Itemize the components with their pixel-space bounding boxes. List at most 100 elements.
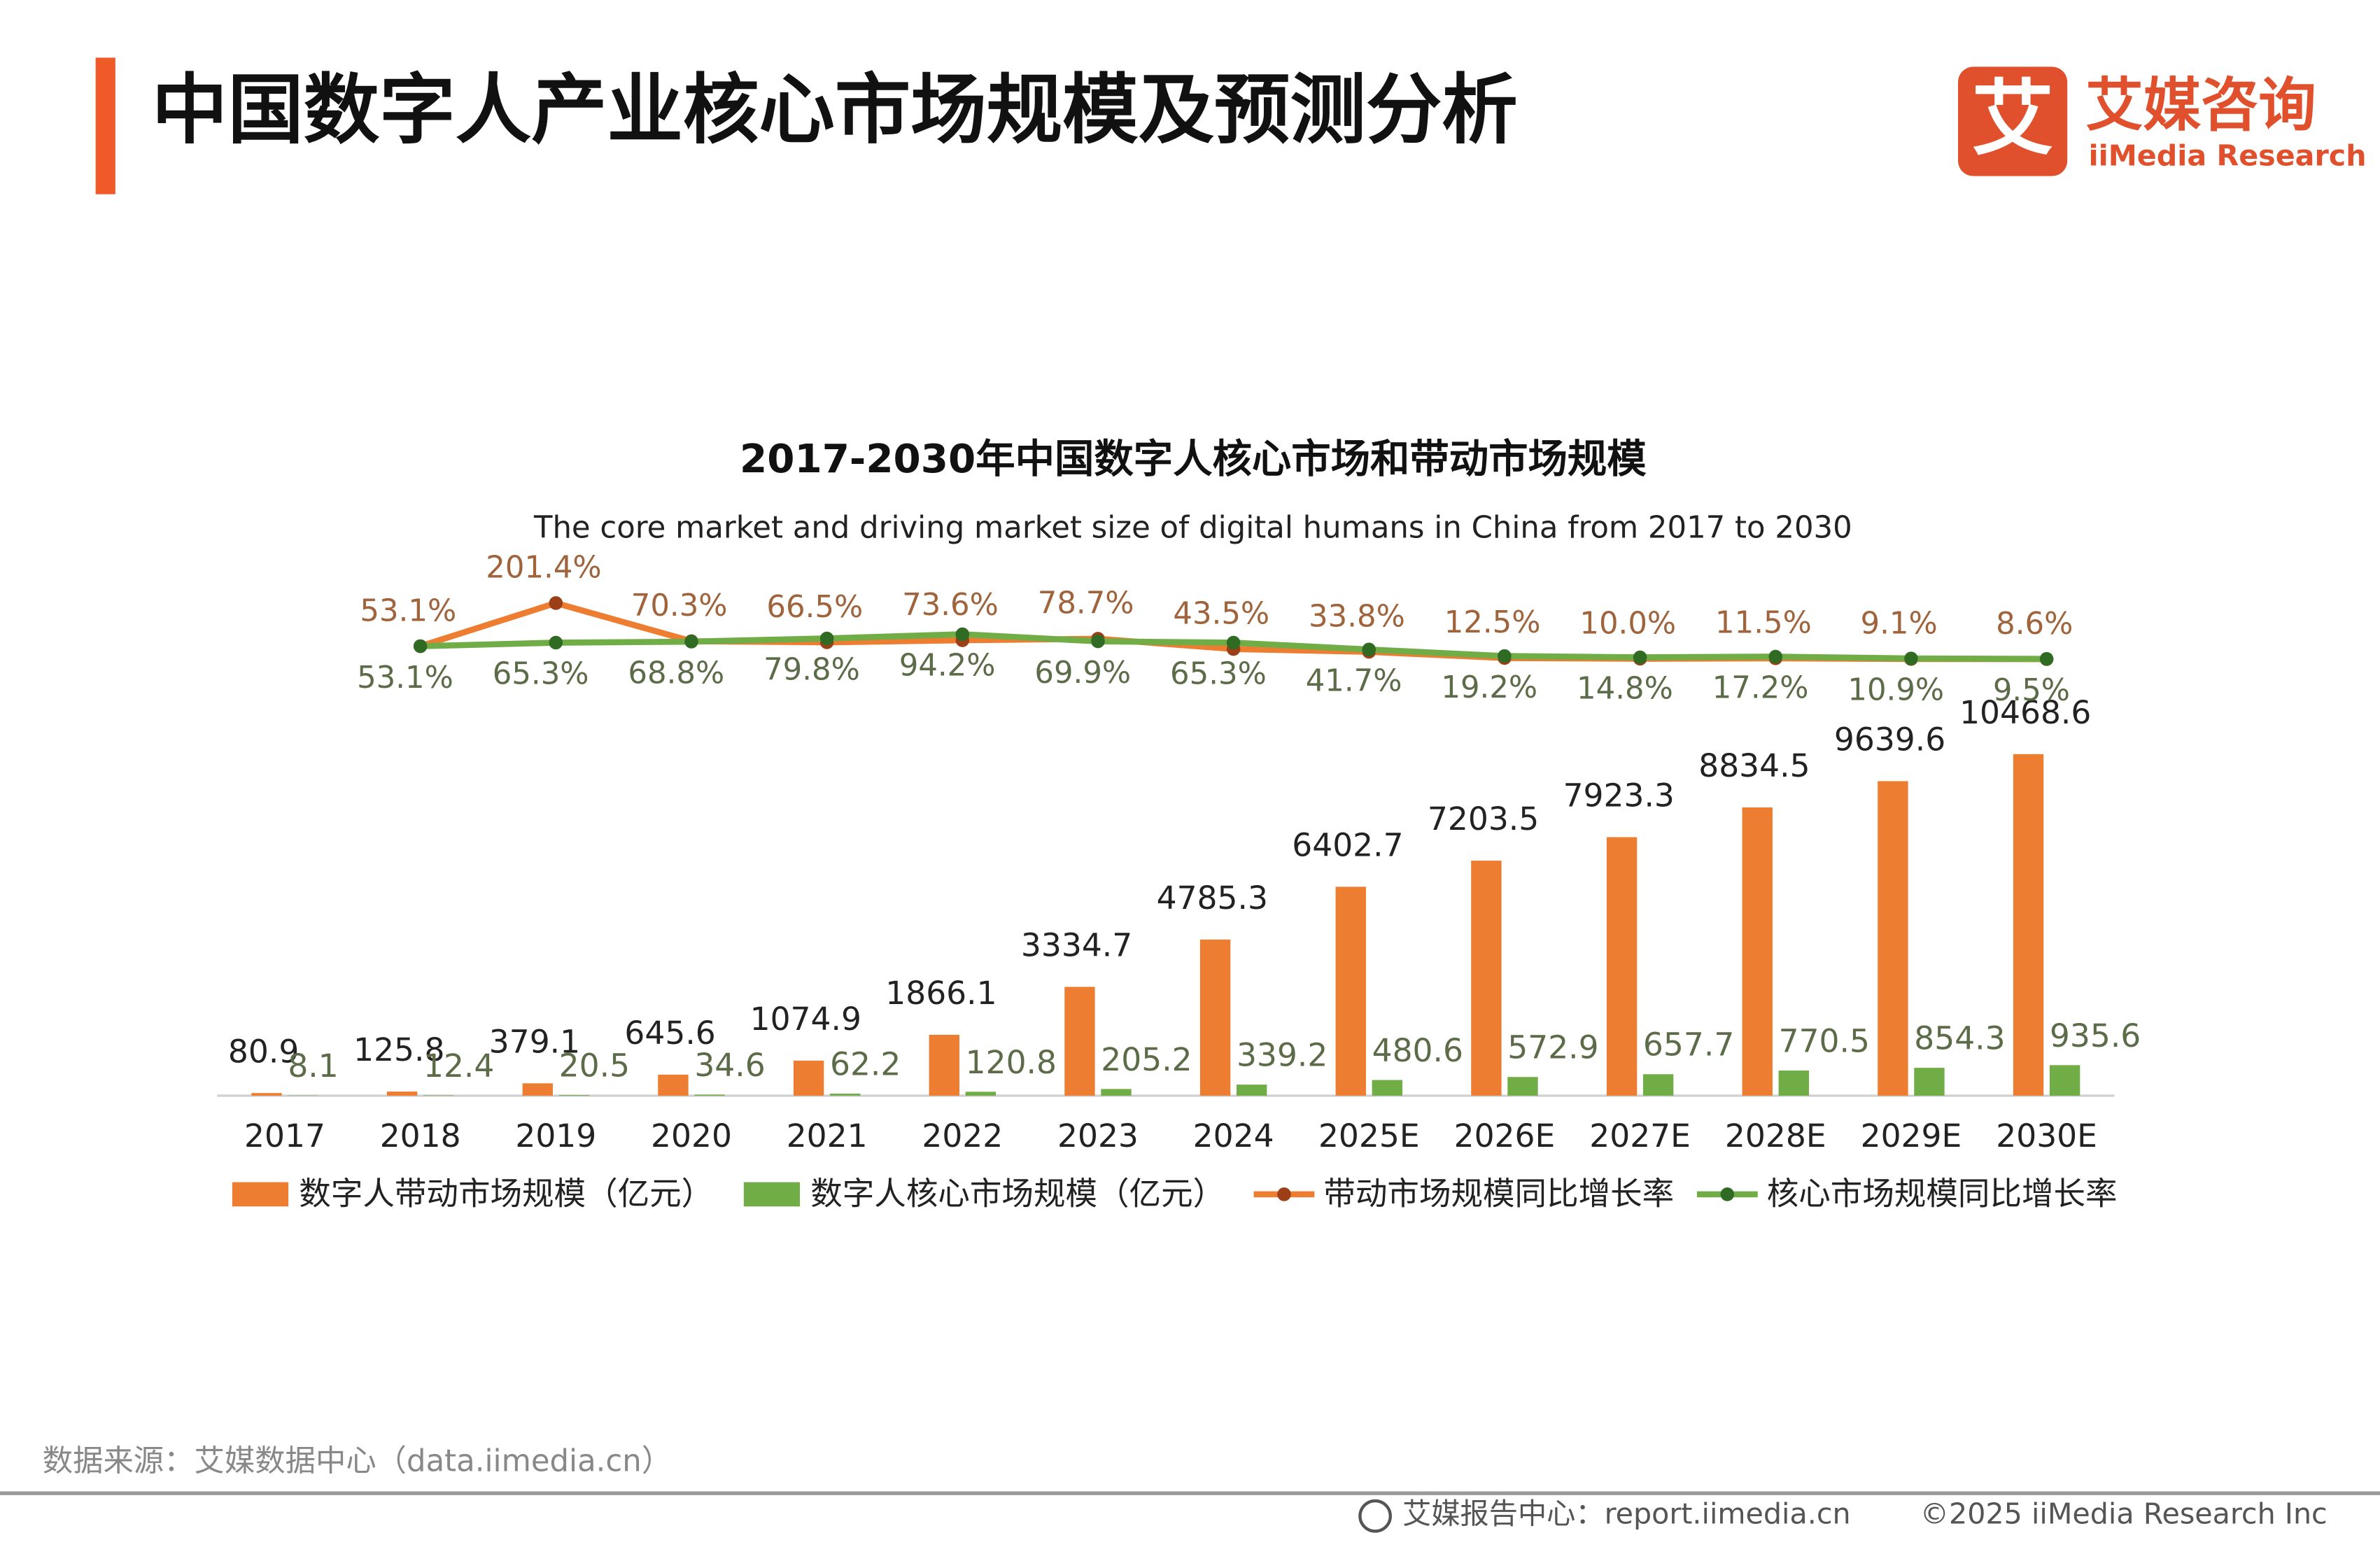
line-point <box>413 639 428 654</box>
legend-swatch <box>1277 1187 1291 1201</box>
line-label: 19.2% <box>1441 670 1537 705</box>
line-label: 73.6% <box>902 588 999 623</box>
bar-label: 657.7 <box>1643 1026 1734 1064</box>
line-label: 9.5% <box>1993 673 2070 708</box>
line-label: 10.0% <box>1579 606 1676 641</box>
line-point <box>1226 635 1241 650</box>
legend-swatch <box>743 1182 801 1207</box>
line-label: 79.8% <box>763 653 860 688</box>
line-label: 41.7% <box>1306 664 1402 699</box>
line-point <box>955 627 970 642</box>
bar <box>251 1093 282 1096</box>
line-label: 43.5% <box>1173 596 1269 631</box>
bar-label: 770.5 <box>1779 1022 1870 1059</box>
bar-label: 8.1 <box>288 1047 338 1085</box>
logo-cn: 艾媒咨询 <box>2085 72 2316 139</box>
bar-label: 1074.9 <box>750 1001 861 1038</box>
legend-label: 数字人核心市场规模（亿元） <box>810 1175 1225 1213</box>
line-label: 69.9% <box>1034 656 1131 691</box>
line-point <box>1633 650 1647 665</box>
line-point <box>1091 634 1105 649</box>
line-label: 9.1% <box>1861 607 1938 642</box>
bar <box>558 1095 590 1096</box>
bar <box>829 1094 861 1096</box>
line-label: 53.1% <box>357 661 453 695</box>
legend-swatch <box>232 1182 289 1207</box>
bar <box>1236 1085 1267 1096</box>
page-title: 中国数字人产业核心市场规模及预测分析 <box>152 66 1518 155</box>
x-tick-label: 2025E <box>1318 1117 1420 1154</box>
bar <box>694 1094 725 1096</box>
bar-label: 62.2 <box>830 1046 901 1083</box>
x-tick-label: 2023 <box>1057 1117 1139 1154</box>
bar-label: 339.2 <box>1237 1037 1328 1074</box>
x-tick-label: 2019 <box>515 1117 596 1154</box>
bar <box>1606 837 1638 1096</box>
line-label: 14.8% <box>1577 672 1673 707</box>
bar-label: 20.5 <box>559 1047 630 1084</box>
footer-report: 艾媒报告中心：report.iimedia.cn <box>1402 1497 1850 1531</box>
bar <box>1507 1077 1538 1096</box>
line-label: 10.9% <box>1847 672 1944 707</box>
bar <box>1101 1089 1132 1096</box>
bar <box>658 1074 689 1096</box>
x-tick-label: 2028E <box>1725 1117 1826 1154</box>
legend-swatch <box>1720 1187 1735 1201</box>
bar <box>423 1095 454 1096</box>
x-tick-label: 2020 <box>651 1117 732 1154</box>
bar <box>1199 939 1231 1096</box>
bar-label: 935.6 <box>2050 1017 2141 1054</box>
bar-label: 572.9 <box>1507 1029 1598 1066</box>
logo-mark: 艾 <box>1972 71 2054 167</box>
line-point <box>1904 651 1918 665</box>
line-label: 70.3% <box>631 588 728 623</box>
line-point <box>549 635 563 650</box>
bar <box>1914 1068 1945 1096</box>
bar <box>965 1092 997 1096</box>
legend-label: 核心市场规模同比增长率 <box>1767 1175 2118 1213</box>
bar <box>1471 861 1502 1096</box>
bar <box>1642 1074 1674 1096</box>
bar-label: 205.2 <box>1101 1041 1192 1078</box>
line-label: 33.8% <box>1309 599 1405 634</box>
legend-label: 数字人带动市场规模（亿元） <box>299 1175 713 1213</box>
line-label: 8.6% <box>1996 607 2073 642</box>
bar-label: 6402.7 <box>1292 827 1403 864</box>
bar <box>2013 754 2044 1096</box>
bar <box>386 1092 418 1096</box>
bar <box>1742 807 1773 1096</box>
bar <box>793 1060 824 1096</box>
line-label: 65.3% <box>1170 657 1267 692</box>
bar-label: 480.6 <box>1372 1032 1463 1069</box>
bar <box>929 1034 959 1096</box>
bar <box>1878 781 1908 1096</box>
line-label: 201.4% <box>486 551 601 586</box>
bar-label: 645.6 <box>624 1015 715 1052</box>
x-tick-label: 2027E <box>1589 1117 1691 1154</box>
globe-icon <box>1358 1499 1392 1533</box>
bar-label: 854.3 <box>1914 1020 2005 1057</box>
footer-copyright: ©2025 iiMedia Research Inc <box>1920 1497 2328 1531</box>
x-tick-label: 2024 <box>1193 1117 1274 1154</box>
line-label: 94.2% <box>899 649 996 684</box>
bar <box>1778 1071 1809 1096</box>
line-point <box>1498 649 1512 663</box>
chart-subtitle: The core market and driving market size … <box>533 510 1852 545</box>
line-label: 12.5% <box>1444 605 1541 640</box>
bar-label: 120.8 <box>966 1044 1057 1081</box>
bar-label: 7923.3 <box>1563 777 1675 814</box>
bar-label: 379.1 <box>489 1023 580 1060</box>
x-tick-label: 2029E <box>1861 1117 1962 1154</box>
title-accent <box>95 57 115 195</box>
bar <box>1372 1080 1403 1096</box>
bar-label: 10468.6 <box>1959 694 2091 731</box>
bar-label: 34.6 <box>694 1047 765 1084</box>
source: 数据来源：艾媒数据中心（data.iimedia.cn） <box>43 1443 672 1478</box>
x-tick-label: 2017 <box>244 1117 325 1154</box>
chart-title: 2017-2030年中国数字人核心市场和带动市场规模 <box>740 437 1647 482</box>
bar <box>1335 886 1366 1096</box>
x-tick-label: 2026E <box>1454 1117 1556 1154</box>
line-label: 17.2% <box>1712 671 1809 706</box>
line-label: 78.7% <box>1038 586 1134 621</box>
